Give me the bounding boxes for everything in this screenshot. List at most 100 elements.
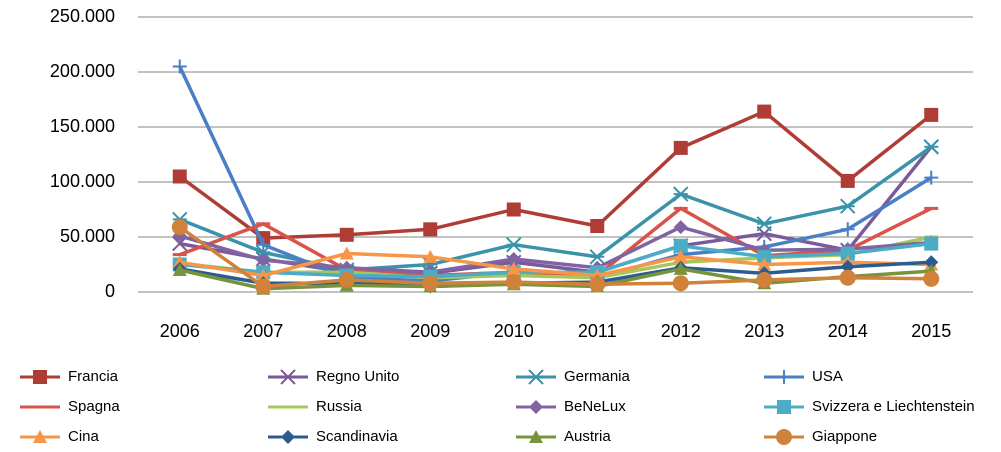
- legend-item: Austria: [516, 428, 611, 445]
- marker: [924, 255, 939, 270]
- series: [172, 104, 939, 246]
- legend-label: Giappone: [812, 428, 877, 445]
- x-tick-label: 2007: [243, 321, 283, 341]
- marker: [840, 259, 855, 274]
- legend-marker: [777, 370, 791, 384]
- y-tick-label: 50.000: [60, 226, 115, 246]
- marker: [839, 269, 856, 286]
- marker: [339, 246, 354, 260]
- x-tick-label: 2010: [494, 321, 534, 341]
- series: [171, 219, 940, 295]
- legend-item: Cina: [20, 428, 100, 445]
- marker: [339, 227, 354, 242]
- marker: [172, 59, 187, 74]
- marker: [757, 257, 772, 271]
- marker: [172, 263, 187, 276]
- legend-label: Russia: [316, 398, 363, 415]
- y-tick-label: 0: [105, 281, 115, 301]
- marker: [423, 249, 438, 263]
- marker: [923, 270, 940, 287]
- legend-label: Francia: [68, 368, 119, 385]
- legend-label: Scandinavia: [316, 428, 398, 445]
- legend-label: BeNeLux: [564, 398, 626, 415]
- legend-item: Regno Unito: [268, 368, 399, 385]
- marker: [673, 140, 688, 155]
- y-tick-label: 200.000: [50, 61, 115, 81]
- legend-label: Regno Unito: [316, 368, 399, 385]
- x-tick-label: 2006: [160, 321, 200, 341]
- x-tick-label: 2015: [911, 321, 951, 341]
- legend-label: Austria: [564, 428, 611, 445]
- marker: [422, 275, 439, 292]
- legend-marker: [33, 430, 47, 443]
- marker: [589, 249, 605, 265]
- marker: [673, 238, 688, 253]
- x-tick-label: 2011: [578, 321, 617, 341]
- legend-item: Scandinavia: [268, 428, 398, 445]
- marker: [924, 236, 939, 251]
- x-tick-label: 2012: [661, 321, 701, 341]
- legend-marker: [529, 400, 543, 414]
- marker: [757, 104, 772, 119]
- marker: [172, 169, 187, 184]
- marker: [840, 173, 855, 188]
- y-tick-label: 150.000: [50, 116, 115, 136]
- series-line: [178, 225, 932, 289]
- legend-item: Francia: [20, 368, 119, 385]
- marker: [924, 107, 939, 122]
- marker: [506, 252, 521, 266]
- marker: [923, 139, 939, 155]
- marker: [506, 202, 521, 217]
- y-tick-label: 250.000: [50, 6, 115, 26]
- marker: [338, 271, 355, 288]
- marker: [673, 261, 688, 275]
- marker: [673, 220, 688, 235]
- y-tick-label: 100.000: [50, 171, 115, 191]
- legend-marker: [281, 430, 295, 444]
- x-tick-label: 2014: [828, 321, 868, 341]
- marker: [172, 255, 187, 269]
- x-tick-label: 2013: [744, 321, 784, 341]
- legend-marker: [528, 369, 544, 385]
- marker: [255, 278, 272, 295]
- legend-marker: [280, 369, 296, 385]
- marker: [756, 271, 773, 288]
- x-tick-label: 2008: [327, 321, 367, 341]
- legend-marker: [777, 400, 791, 414]
- marker: [673, 186, 689, 202]
- legend-label: Germania: [564, 368, 631, 385]
- marker: [256, 253, 271, 268]
- marker: [256, 268, 271, 282]
- legend-item: Svizzera e Liechtenstein: [764, 398, 975, 415]
- legend-marker: [33, 370, 47, 384]
- marker: [840, 246, 855, 261]
- marker: [757, 249, 772, 264]
- legend-item: Russia: [268, 398, 363, 415]
- legend-marker: [529, 430, 543, 443]
- legend-item: BeNeLux: [516, 398, 626, 415]
- marker: [673, 249, 688, 263]
- marker: [256, 237, 271, 252]
- series-line: [178, 109, 933, 240]
- marker: [505, 274, 522, 291]
- legend-label: Spagna: [68, 398, 120, 415]
- legend-item: Giappone: [764, 428, 877, 445]
- marker: [506, 261, 521, 275]
- marker: [506, 236, 522, 253]
- legend-item: Spagna: [20, 398, 120, 415]
- legend-label: Svizzera e Liechtenstein: [812, 398, 975, 415]
- legend-marker: [776, 429, 792, 445]
- legend-item: USA: [764, 368, 843, 385]
- legend-label: Cina: [68, 428, 100, 445]
- marker: [756, 216, 772, 232]
- x-tick-label: 2009: [410, 321, 450, 341]
- marker: [840, 222, 855, 237]
- marker: [589, 276, 606, 293]
- marker: [924, 170, 939, 185]
- legend-item: Germania: [516, 368, 631, 385]
- legend-label: USA: [812, 368, 843, 385]
- marker: [590, 219, 605, 233]
- marker: [171, 219, 188, 236]
- marker: [840, 198, 856, 214]
